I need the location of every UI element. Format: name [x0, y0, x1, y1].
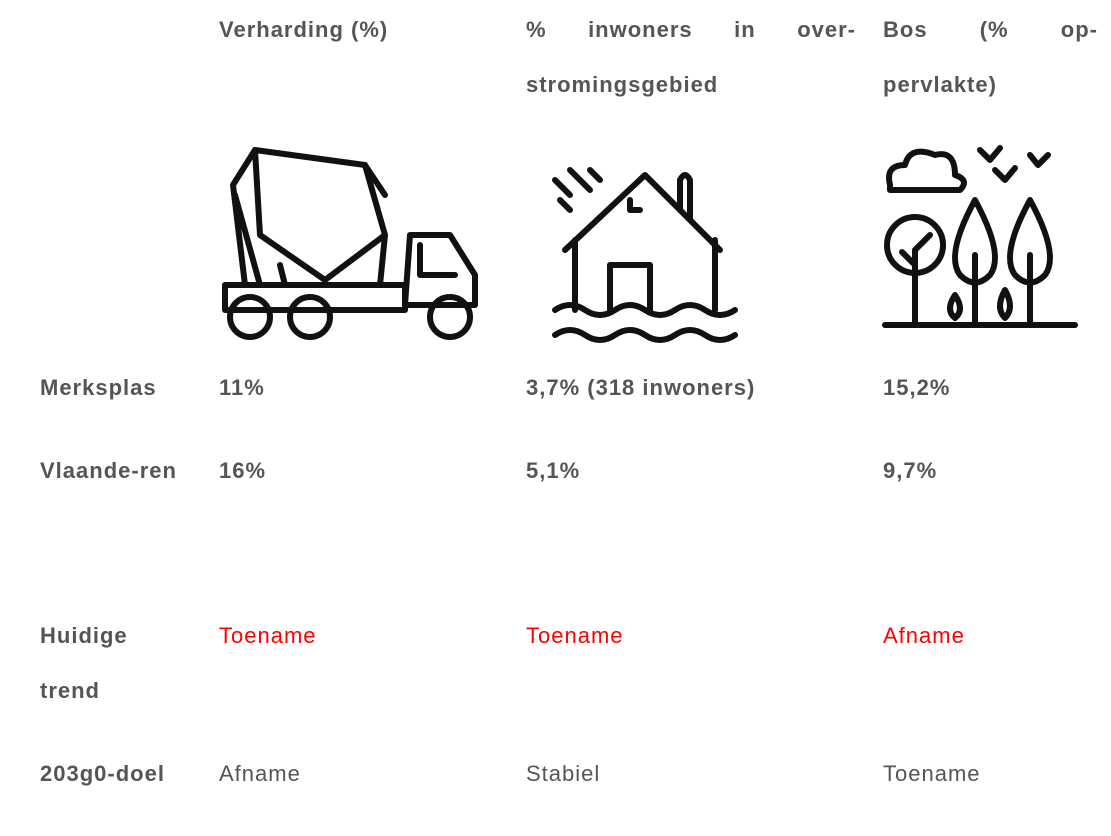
icon-mixer-truck — [222, 147, 478, 340]
cell-value: Toename — [883, 761, 981, 786]
cell-value: 5,1% — [526, 458, 581, 483]
cell-value: Toename — [219, 623, 317, 648]
icon-flooded-house — [552, 167, 738, 343]
row-label: Merksplas — [40, 375, 157, 400]
cell-value: Afname — [219, 761, 301, 786]
icon-forest — [882, 145, 1078, 328]
cell-value: Stabiel — [526, 761, 601, 786]
cell-value: 15,2% — [883, 375, 951, 400]
row-label: Huidige trend — [40, 623, 128, 703]
row-label: Vlaande-ren — [40, 458, 177, 483]
cell-value: 3,7% (318 inwoners) — [526, 375, 756, 400]
row-label: 203g0-doel — [40, 761, 165, 786]
column-header: Verharding (%) — [219, 17, 389, 42]
column-header: % inwoners in over-stromingsgebied — [526, 17, 856, 97]
cell-value: Toename — [526, 623, 624, 648]
cell-value: 9,7% — [883, 458, 938, 483]
column-header: Bos (% op-pervlakte) — [883, 17, 1098, 97]
cell-value: 16% — [219, 458, 267, 483]
cell-value: Afname — [883, 623, 965, 648]
cell-value: 11% — [219, 375, 265, 400]
